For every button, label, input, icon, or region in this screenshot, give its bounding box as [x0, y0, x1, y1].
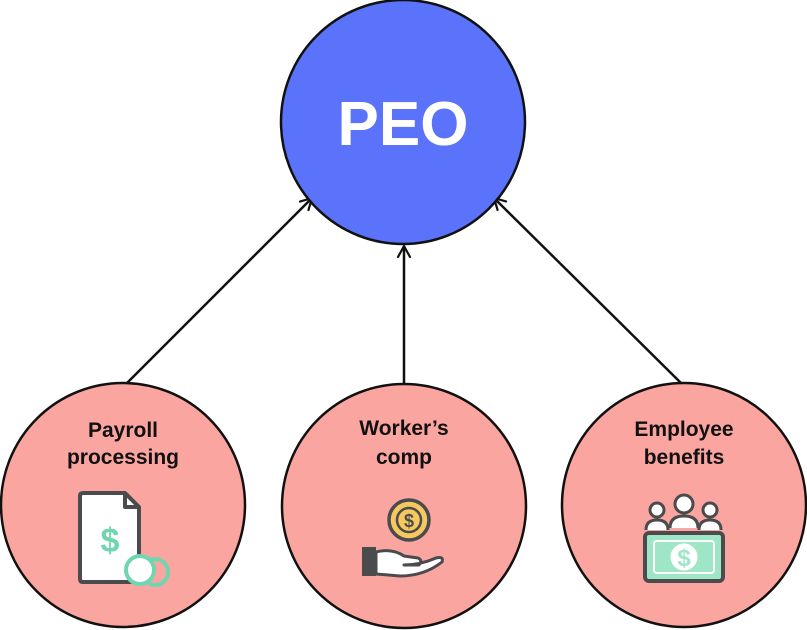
svg-text:$: $ [101, 522, 120, 560]
arrow-payroll-to-peo [126, 198, 312, 384]
svg-text:$: $ [404, 511, 414, 531]
team-money-icon: $ [645, 495, 723, 581]
peo-hub-label: PEO [338, 90, 469, 159]
arrow-benefits-to-peo [494, 198, 682, 384]
workers-comp-node-label-line2: comp [376, 446, 432, 469]
payroll-node-label-line2: processing [67, 446, 179, 469]
svg-text:$: $ [677, 545, 691, 572]
payroll-node-label-line1: Payroll [88, 419, 158, 442]
benefits-node-label-line2: benefits [644, 446, 725, 469]
workers-comp-node-label-line1: Worker’s [359, 417, 449, 440]
benefits-node-label-line1: Employee [634, 418, 733, 441]
